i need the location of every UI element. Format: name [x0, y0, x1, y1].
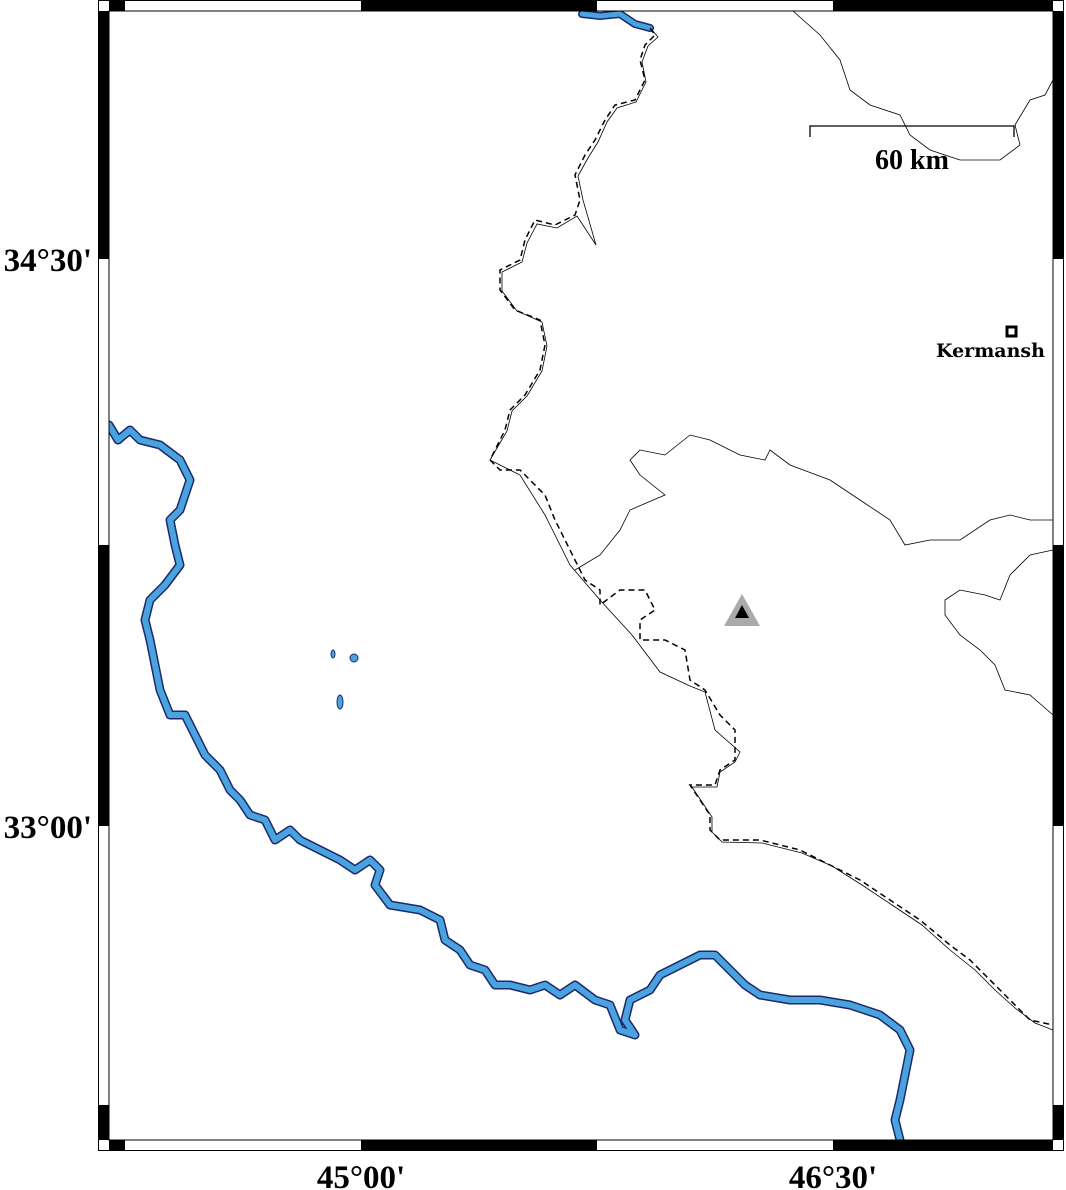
lake	[336, 694, 344, 710]
scale-bar	[809, 125, 1015, 137]
river-north-fill	[579, 11, 653, 31]
dashed-border	[489, 27, 1053, 1026]
y-tick-label: 34°30'	[4, 243, 92, 279]
y-tick-label: 33°00'	[4, 810, 92, 846]
river-tigris-fill	[109, 422, 913, 1140]
scale-bar-label: 60 km	[875, 145, 949, 176]
country-border	[489, 29, 1053, 1031]
event-triangle-marker[interactable]	[724, 594, 760, 626]
map-frame	[98, 0, 1064, 1151]
x-tick-label: 45°00'	[317, 1160, 405, 1190]
lake	[330, 649, 336, 659]
x-tick-label: 46°30'	[789, 1160, 877, 1190]
province-border	[944, 549, 1053, 716]
city-label-kermanshah: Kermansh	[936, 340, 1045, 362]
lake	[349, 653, 359, 663]
province-border	[574, 434, 1053, 571]
city-marker-square	[1005, 325, 1018, 338]
province-border	[792, 11, 1053, 161]
